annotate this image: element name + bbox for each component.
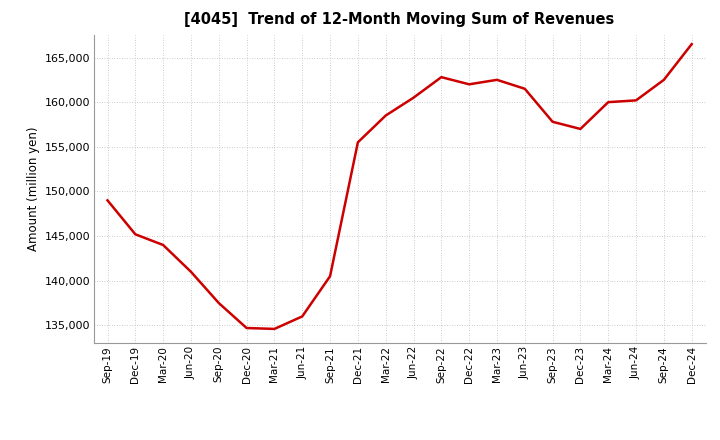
Title: [4045]  Trend of 12-Month Moving Sum of Revenues: [4045] Trend of 12-Month Moving Sum of R… [184,12,615,27]
Y-axis label: Amount (million yen): Amount (million yen) [27,127,40,251]
